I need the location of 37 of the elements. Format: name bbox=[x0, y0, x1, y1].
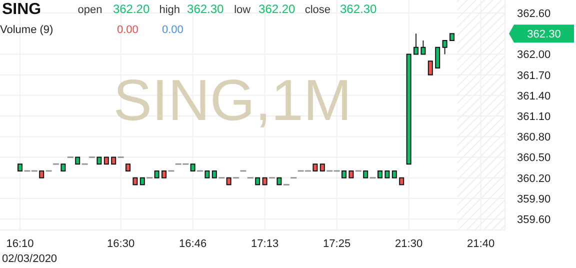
y-tick-label: 359.90 bbox=[517, 193, 551, 206]
x-tick-label: 16:30 bbox=[107, 238, 135, 250]
annotation: 0.00 bbox=[117, 24, 138, 36]
annotation: SING,1M bbox=[113, 68, 352, 133]
y-tick-label: 362.00 bbox=[517, 49, 551, 62]
x-tick-label: 21:40 bbox=[467, 238, 495, 250]
annotation: Volume (9) bbox=[0, 24, 54, 36]
annotation: 362.20 bbox=[112, 2, 150, 16]
candlestick bbox=[414, 33, 418, 55]
y-tick-label: 361.70 bbox=[517, 70, 551, 82]
annotation: low bbox=[234, 4, 251, 16]
text: 362.30 bbox=[527, 28, 561, 41]
y-tick-label: 361.10 bbox=[517, 111, 551, 124]
x-tick-label: 16:10 bbox=[6, 238, 34, 250]
x-tick-label: 21:30 bbox=[395, 238, 423, 250]
chart-title: SING bbox=[2, 1, 42, 18]
y-tick-label: 360.20 bbox=[517, 172, 551, 185]
candlestick bbox=[435, 46, 440, 68]
annotation: 362.30 bbox=[187, 2, 224, 16]
x-tick-label: 17:25 bbox=[323, 238, 351, 250]
annotation: 0.00 bbox=[162, 24, 184, 36]
y-tick-label: 361.40 bbox=[517, 90, 551, 102]
text: 02/03/2020 bbox=[2, 253, 58, 265]
annotation: high bbox=[159, 4, 180, 16]
annotation: 362.30 bbox=[340, 2, 378, 16]
annotation: open bbox=[78, 4, 102, 16]
candlestick bbox=[420, 40, 426, 55]
candlestick bbox=[428, 60, 433, 76]
annotation: 362.20 bbox=[258, 2, 296, 16]
y-tick-label: 362.60 bbox=[517, 8, 551, 20]
y-tick-label: 359.60 bbox=[517, 214, 551, 226]
x-tick-label: 16:46 bbox=[179, 238, 207, 250]
annotation: close bbox=[304, 4, 330, 16]
y-tick-label: 360.80 bbox=[517, 132, 551, 144]
candlestick bbox=[442, 40, 448, 55]
x-tick-label: 17:13 bbox=[251, 238, 279, 250]
y-tick-label: 360.50 bbox=[517, 152, 551, 164]
